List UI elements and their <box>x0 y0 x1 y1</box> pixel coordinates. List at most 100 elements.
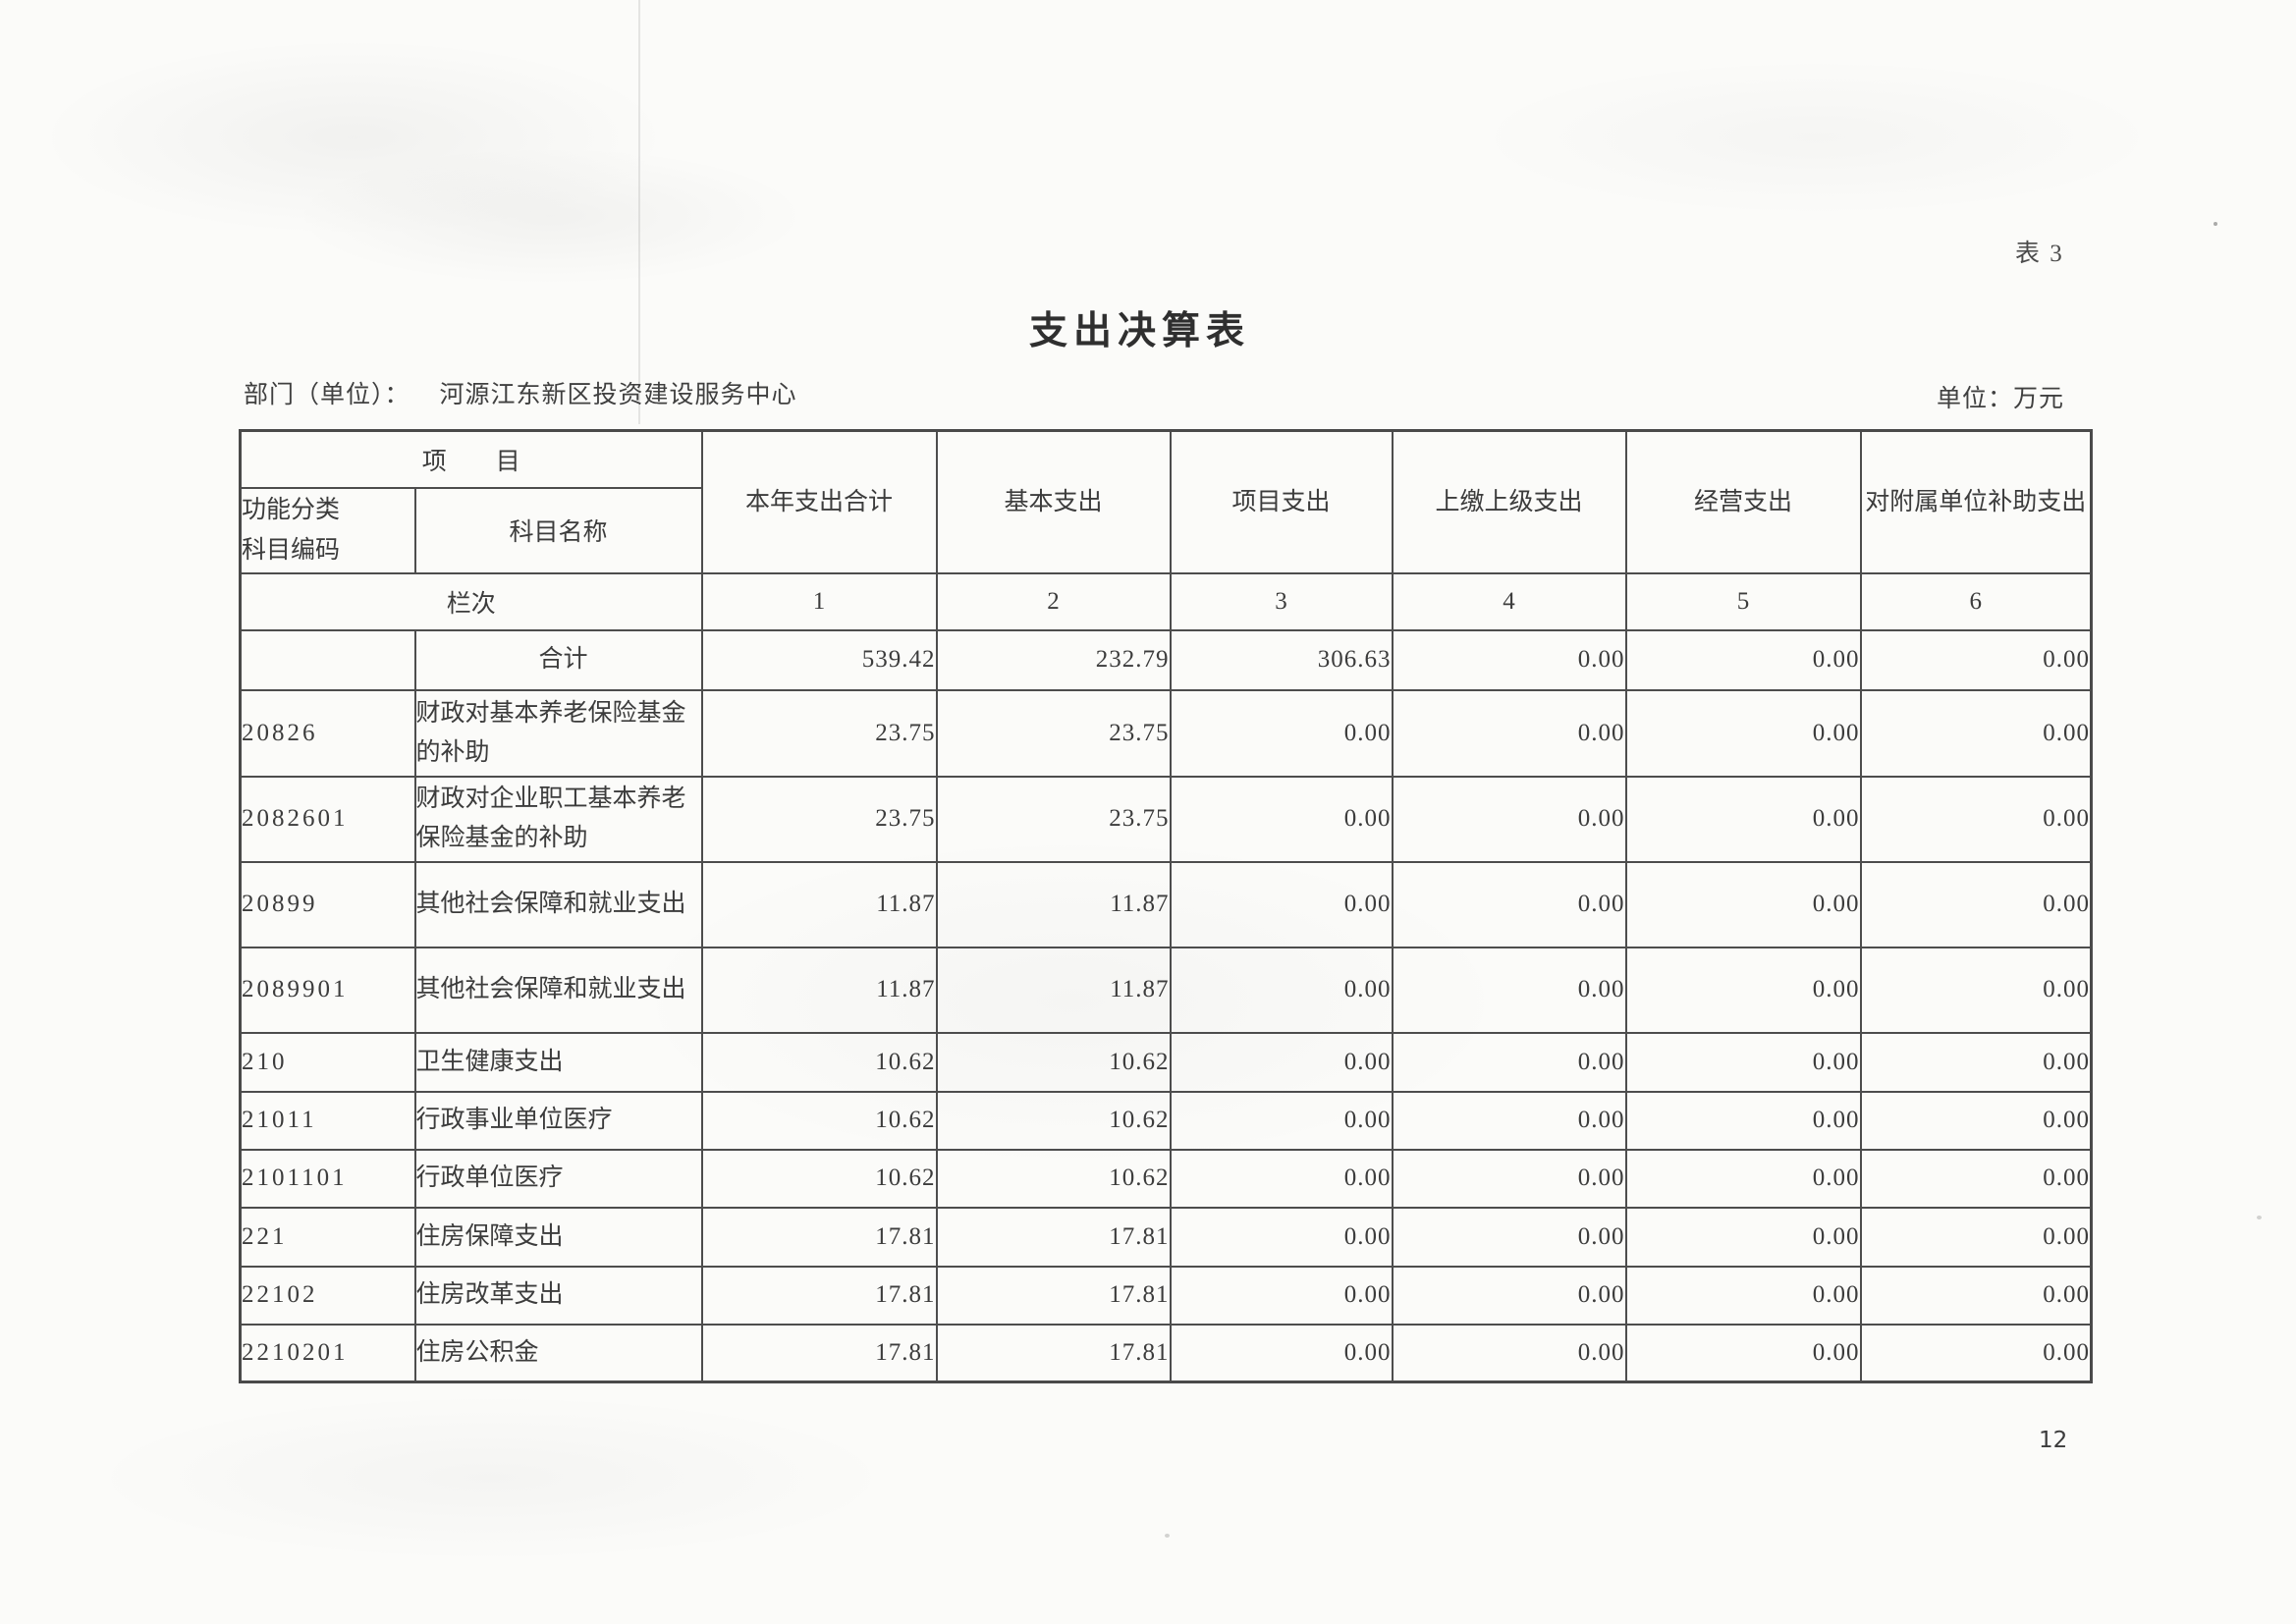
row-value: 0.00 <box>1624 1090 1862 1151</box>
table-row: 21011 行政事业单位医疗 10.62 10.62 0.00 0.00 0.00 0.00 <box>239 1090 2093 1151</box>
row-value: 11.87 <box>935 860 1172 948</box>
scan-line-artifact <box>638 0 640 424</box>
row-value: 0.00 <box>1391 775 1627 863</box>
unit-label: 单位：万元 <box>1937 386 2065 412</box>
row-value: 0.00 <box>1859 628 2093 691</box>
row-value: 11.87 <box>700 946 938 1034</box>
column-number-4: 4 <box>1391 571 1627 631</box>
scan-smudge <box>295 147 805 285</box>
row-value: 0.00 <box>1624 1265 1862 1326</box>
header-subsidy-expenditure: 对附属单位补助支出 <box>1859 429 2093 574</box>
department-line: 部门（单位）： 河源江东新区投资建设服务中心 <box>244 375 797 410</box>
header-lanci: 栏次 <box>239 571 703 631</box>
table-body: 合计 539.42 232.79 306.63 0.00 0.00 0.00 20826 财政对… <box>239 628 2093 1383</box>
row-value: 0.00 <box>1169 1206 1394 1268</box>
row-value: 0.00 <box>1859 1090 2093 1151</box>
row-subject-name: 财政对企业职工基本养老保险基金的补助 <box>413 775 703 863</box>
row-value: 0.00 <box>1624 628 1862 691</box>
expenditure-table: 项 目 本年支出合计 基本支出 项目支出 上缴上级支出 经营支出 对附属单位补助… <box>239 429 2094 1383</box>
table-number-tag: 表 3 <box>2015 241 2064 267</box>
row-function-code: 22102 <box>239 1265 416 1326</box>
table-row: 2101101 行政单位医疗 10.62 10.62 0.00 0.00 0.00 0.00 <box>239 1148 2093 1209</box>
table-row: 20899 其他社会保障和就业支出 11.87 11.87 0.00 0.00 0.00 0.… <box>239 860 2093 948</box>
row-value: 0.00 <box>1169 1031 1394 1093</box>
row-value: 0.00 <box>1859 775 2093 863</box>
row-value: 0.00 <box>1391 1090 1627 1151</box>
scan-smudge <box>1473 59 2160 216</box>
header-subject-name: 科目名称 <box>413 486 703 574</box>
row-value: 17.81 <box>935 1265 1172 1326</box>
row-value: 23.75 <box>700 688 938 778</box>
row-value: 0.00 <box>1391 688 1627 778</box>
row-function-code: 20899 <box>239 860 416 948</box>
row-value: 232.79 <box>935 628 1172 691</box>
table-row: 221 住房保障支出 17.81 17.81 0.00 0.00 0.00 0.00 <box>239 1206 2093 1268</box>
row-subject-name: 住房保障支出 <box>413 1206 703 1268</box>
table-row: 20826 财政对基本养老保险基金的补助 23.75 23.75 0.00 0.00 0.0… <box>239 688 2093 778</box>
row-function-code: 2101101 <box>239 1148 416 1209</box>
row-value: 0.00 <box>1169 946 1394 1034</box>
row-function-code: 21011 <box>239 1090 416 1151</box>
row-value: 10.62 <box>700 1090 938 1151</box>
row-value: 0.00 <box>1624 1148 1862 1209</box>
row-value: 0.00 <box>1624 775 1862 863</box>
table-row: 合计 539.42 232.79 306.63 0.00 0.00 0.00 <box>239 628 2093 691</box>
row-value: 10.62 <box>700 1148 938 1209</box>
row-value: 0.00 <box>1169 1265 1394 1326</box>
row-function-code: 2210201 <box>239 1323 416 1383</box>
row-value: 17.81 <box>700 1206 938 1268</box>
scan-speck <box>2257 1216 2262 1219</box>
row-value: 17.81 <box>935 1323 1172 1383</box>
scan-smudge <box>39 39 668 236</box>
column-number-1: 1 <box>700 571 938 631</box>
row-value: 306.63 <box>1169 628 1394 691</box>
row-value: 0.00 <box>1624 1323 1862 1383</box>
row-value: 0.00 <box>1391 1031 1627 1093</box>
row-function-code: 2082601 <box>239 775 416 863</box>
row-value: 0.00 <box>1169 1323 1394 1383</box>
row-value: 0.00 <box>1391 1265 1627 1326</box>
row-subject-name: 住房公积金 <box>413 1323 703 1383</box>
department-label: 部门（单位）： <box>244 382 410 408</box>
header-function-code: 功能分类 科目编码 <box>239 486 416 574</box>
header-operating-expenditure: 经营支出 <box>1624 429 1862 574</box>
row-value: 23.75 <box>935 688 1172 778</box>
row-value: 539.42 <box>700 628 938 691</box>
row-value: 0.00 <box>1169 775 1394 863</box>
row-function-code: 221 <box>239 1206 416 1268</box>
row-value: 0.00 <box>1391 628 1627 691</box>
column-number-6: 6 <box>1859 571 2093 631</box>
row-value: 10.62 <box>935 1031 1172 1093</box>
header-total-expenditure: 本年支出合计 <box>700 429 938 574</box>
row-value: 0.00 <box>1859 860 2093 948</box>
table-row: 2082601 财政对企业职工基本养老保险基金的补助 23.75 23.75 0.00 0… <box>239 775 2093 863</box>
scan-speck <box>2214 222 2217 226</box>
row-value: 10.62 <box>700 1031 938 1093</box>
page-number: 12 <box>2039 1428 2068 1453</box>
row-subject-name: 财政对基本养老保险基金的补助 <box>413 688 703 778</box>
row-function-code: 20826 <box>239 688 416 778</box>
row-value: 0.00 <box>1169 688 1394 778</box>
column-number-2: 2 <box>935 571 1172 631</box>
row-value: 0.00 <box>1859 1031 2093 1093</box>
header-function-code-line1: 功能分类 <box>242 496 341 523</box>
row-value: 10.62 <box>935 1148 1172 1209</box>
row-value: 0.00 <box>1859 1265 2093 1326</box>
header-project-group: 项 目 <box>239 429 703 489</box>
row-value: 17.81 <box>700 1265 938 1326</box>
header-project-expenditure: 项目支出 <box>1169 429 1394 574</box>
row-subject-name: 其他社会保障和就业支出 <box>413 946 703 1034</box>
scan-smudge <box>88 1394 894 1561</box>
header-function-code-line2: 科目编码 <box>242 537 341 564</box>
row-value: 0.00 <box>1169 1148 1394 1209</box>
table-row: 210 卫生健康支出 10.62 10.62 0.00 0.00 0.00 0.00 <box>239 1031 2093 1093</box>
row-value: 0.00 <box>1391 946 1627 1034</box>
row-value: 0.00 <box>1859 946 2093 1034</box>
row-value: 0.00 <box>1624 860 1862 948</box>
row-value: 23.75 <box>935 775 1172 863</box>
row-function-code: 2089901 <box>239 946 416 1034</box>
row-value: 0.00 <box>1624 688 1862 778</box>
header-basic-expenditure: 基本支出 <box>935 429 1172 574</box>
scan-speck <box>1165 1534 1170 1538</box>
